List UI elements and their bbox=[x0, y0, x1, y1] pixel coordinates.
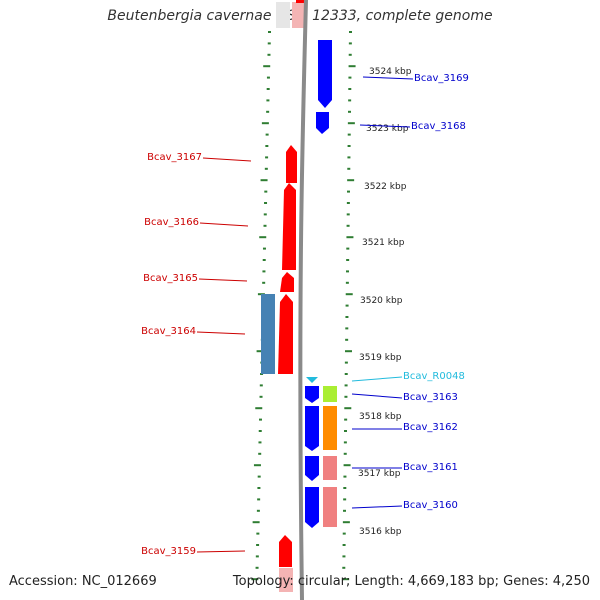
gene-bcav-3169[interactable] bbox=[318, 40, 332, 108]
scale-label-3523: 3523 kbp bbox=[366, 124, 409, 134]
scale-label-3521: 3521 kbp bbox=[362, 238, 405, 248]
scale-label-3519: 3519 kbp bbox=[359, 353, 402, 363]
gene-label-bcav-r0048[interactable]: Bcav_R0048 bbox=[403, 371, 465, 382]
faded-feature-bottom bbox=[279, 568, 293, 592]
scale-label-3522: 3522 kbp bbox=[364, 182, 407, 192]
gene-bcav-3162[interactable] bbox=[305, 406, 319, 451]
gene-label-bcav-3167[interactable]: Bcav_3167 bbox=[147, 152, 202, 163]
pink-feature-3161[interactable] bbox=[323, 456, 337, 480]
gene-label-bcav-3159[interactable]: Bcav_3159 bbox=[141, 546, 196, 557]
cropped-forward-gene-top bbox=[296, 0, 306, 3]
leader-line-bcav-3160 bbox=[351, 505, 403, 509]
scale-label-3524: 3524 kbp bbox=[369, 67, 412, 77]
gene-label-bcav-3169[interactable]: Bcav_3169 bbox=[414, 73, 469, 84]
leader-line-bcav-3167 bbox=[202, 157, 252, 162]
gene-bcav-r0048[interactable] bbox=[306, 377, 318, 383]
gene-bcav-3168[interactable] bbox=[316, 112, 329, 134]
faded-feature-top-red bbox=[292, 2, 306, 28]
pink-feature-3160[interactable] bbox=[323, 487, 337, 527]
gene-label-bcav-3168[interactable]: Bcav_3168 bbox=[411, 121, 466, 132]
gene-bcav-3165[interactable] bbox=[280, 272, 294, 292]
scale-label-3517: 3517 kbp bbox=[358, 469, 401, 479]
gene-bcav-3163[interactable] bbox=[305, 386, 319, 403]
scale-ticks bbox=[251, 31, 356, 581]
gene-labels: Bcav_3169 Bcav_3168 Bcav_3167 Bcav_3166 Bcav… bbox=[141, 73, 469, 557]
gene-bcav-3159[interactable] bbox=[279, 535, 292, 567]
leader-line-bcav-3164 bbox=[196, 331, 246, 335]
gene-bcav-3164[interactable] bbox=[278, 294, 293, 374]
gene-label-bcav-3166[interactable]: Bcav_3166 bbox=[144, 217, 199, 228]
leader-line-bcav-3159 bbox=[196, 550, 246, 553]
lightgreen-feature-3163[interactable] bbox=[323, 386, 337, 402]
gene-label-bcav-3161[interactable]: Bcav_3161 bbox=[403, 462, 458, 473]
gene-label-bcav-3160[interactable]: Bcav_3160 bbox=[403, 500, 458, 511]
scale-label-3518: 3518 kbp bbox=[359, 412, 402, 422]
gene-label-bcav-3162[interactable]: Bcav_3162 bbox=[403, 422, 458, 433]
leader-line-bcav-3168 bbox=[359, 124, 411, 128]
accession-label: Accession: NC_012669 bbox=[9, 574, 157, 589]
gene-bcav-3160[interactable] bbox=[305, 487, 319, 528]
gene-label-bcav-3165[interactable]: Bcav_3165 bbox=[143, 273, 198, 284]
leader-line-bcav-r0048 bbox=[351, 376, 403, 382]
steelblue-feature-3164[interactable] bbox=[261, 294, 275, 374]
genome-backbone bbox=[298, 0, 308, 600]
faded-feature-top bbox=[276, 2, 290, 28]
gene-bcav-3161[interactable] bbox=[305, 456, 319, 481]
gene-label-bcav-3164[interactable]: Bcav_3164 bbox=[141, 326, 196, 337]
leader-line-bcav-3166 bbox=[199, 222, 249, 227]
scale-label-3520: 3520 kbp bbox=[360, 296, 403, 306]
leader-line-bcav-3163 bbox=[351, 393, 403, 399]
gene-bcav-3166[interactable] bbox=[282, 183, 296, 270]
scale-label-3516: 3516 kbp bbox=[359, 527, 402, 537]
leader-line-bcav-3165 bbox=[198, 278, 248, 282]
topology-label: Topology: circular; Length: 4,669,183 bp… bbox=[232, 574, 590, 589]
scale-labels: 3524 kbp 3523 kbp 3522 kbp 3521 kbp 3520 kbp… bbox=[358, 67, 412, 537]
leader-line-bcav-3169 bbox=[362, 76, 414, 80]
orange-feature-3162[interactable] bbox=[323, 406, 337, 450]
gene-bcav-3167[interactable] bbox=[286, 145, 297, 183]
gene-label-bcav-3163[interactable]: Bcav_3163 bbox=[403, 392, 458, 403]
